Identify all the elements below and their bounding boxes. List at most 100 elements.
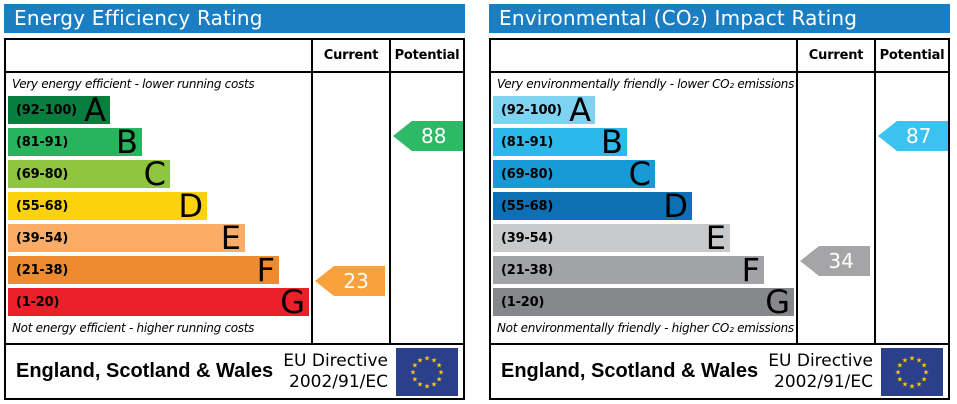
band-range: (1-20)	[501, 294, 545, 310]
svg-text:★: ★	[923, 368, 929, 376]
band-range: (92-100)	[501, 102, 562, 118]
eu-directive-line2: 2002/91/EC	[774, 371, 873, 392]
environmental-impact-panel: Environmental (CO₂) Impact Rating Very e…	[489, 4, 950, 400]
energy-band-d: (55-68) D	[8, 192, 207, 220]
energy-rating-table: Very energy efficient - lower running co…	[4, 38, 465, 345]
svg-text:★: ★	[897, 361, 903, 369]
co2-panel-title: Environmental (CO₂) Impact Rating	[489, 4, 950, 33]
eu-flag-icon: ★ ★ ★★ ★★ ★★ ★★ ★★	[396, 347, 458, 396]
eu-directive-label: EU Directive 2002/91/EC	[283, 351, 388, 392]
band-letter: G	[280, 288, 305, 316]
energy-band-c: (69-80) C	[8, 160, 170, 188]
energy-band-g: (1-20) G	[8, 288, 309, 316]
svg-text:★: ★	[412, 375, 418, 383]
svg-text:★: ★	[417, 380, 423, 388]
band-letter: F	[741, 256, 760, 284]
region-label: England, Scotland & Wales	[501, 360, 759, 382]
energy-current-arrow: 23	[315, 266, 385, 296]
energy-band-e: (39-54) E	[8, 224, 245, 252]
band-letter: F	[256, 256, 275, 284]
band-letter: C	[143, 160, 166, 188]
band-range: (81-91)	[501, 134, 554, 150]
co2-current-value: 34	[828, 249, 854, 273]
energy-band-f: (21-38) F	[8, 256, 279, 284]
band-letter: C	[628, 160, 651, 188]
band-range: (69-80)	[501, 166, 554, 182]
eu-flag-icon: ★ ★ ★★ ★★ ★★ ★★ ★★	[881, 347, 943, 396]
co2-current-arrow: 34	[800, 246, 871, 276]
co2-band-e: (39-54) E	[493, 224, 730, 252]
region-label: England, Scotland & Wales	[16, 360, 274, 382]
energy-bands-body: Very energy efficient - lower running co…	[6, 73, 311, 343]
co2-potential-arrow: 87	[878, 121, 948, 151]
band-letter: G	[765, 288, 790, 316]
energy-potential-column: Potential 88	[389, 40, 463, 343]
band-letter: B	[116, 128, 138, 156]
band-range: (39-54)	[16, 230, 69, 246]
co2-current-column: Current 34	[796, 40, 875, 343]
eu-directive-line1: EU Directive	[768, 351, 873, 372]
energy-top-note: Very energy efficient - lower running co…	[12, 77, 255, 91]
band-range: (55-68)	[16, 198, 69, 214]
energy-band-list: (92-100) A (81-91) B (69-80) C (55-68)	[8, 96, 309, 316]
energy-potential-arrow: 88	[393, 121, 463, 151]
svg-text:★: ★	[921, 361, 927, 369]
band-letter: D	[663, 192, 688, 220]
current-column-header: Current	[798, 40, 875, 73]
svg-text:★: ★	[410, 368, 416, 376]
energy-panel-title: Energy Efficiency Rating	[4, 4, 465, 33]
energy-header-spacer	[6, 40, 311, 73]
band-range: (1-20)	[16, 294, 60, 310]
energy-current-value: 23	[343, 269, 369, 293]
band-letter: D	[178, 192, 203, 220]
band-range: (21-38)	[501, 262, 554, 278]
svg-text:★: ★	[438, 368, 444, 376]
co2-band-d: (55-68) D	[493, 192, 692, 220]
svg-text:★: ★	[412, 361, 418, 369]
eu-directive-line1: EU Directive	[283, 351, 388, 372]
co2-top-note: Very environmentally friendly - lower CO…	[497, 77, 795, 91]
co2-band-g: (1-20) G	[493, 288, 794, 316]
eu-directive-line2: 2002/91/EC	[289, 371, 388, 392]
current-column-header: Current	[313, 40, 389, 73]
energy-potential-value: 88	[421, 124, 447, 148]
co2-bands-column: Very environmentally friendly - lower CO…	[491, 40, 797, 343]
energy-potential-body: 88	[391, 73, 463, 343]
svg-text:★: ★	[431, 356, 437, 364]
svg-text:★: ★	[431, 380, 437, 388]
band-letter: E	[705, 224, 726, 252]
svg-text:★: ★	[909, 354, 915, 362]
svg-text:★: ★	[916, 380, 922, 388]
band-range: (55-68)	[501, 198, 554, 214]
co2-band-b: (81-91) B	[493, 128, 627, 156]
potential-column-header: Potential	[876, 40, 948, 73]
svg-text:★: ★	[902, 380, 908, 388]
co2-potential-body: 87	[876, 73, 948, 343]
svg-text:★: ★	[436, 361, 442, 369]
svg-text:★: ★	[436, 375, 442, 383]
svg-text:★: ★	[897, 375, 903, 383]
band-range: (92-100)	[16, 102, 77, 118]
band-range: (21-38)	[16, 262, 69, 278]
energy-current-body: 23	[313, 73, 389, 343]
energy-band-b: (81-91) B	[8, 128, 142, 156]
svg-text:★: ★	[424, 382, 430, 390]
band-letter: A	[84, 96, 106, 124]
co2-panel-footer: England, Scotland & Wales EU Directive 2…	[489, 343, 950, 400]
energy-bands-column: Very energy efficient - lower running co…	[6, 40, 311, 343]
svg-text:★: ★	[916, 356, 922, 364]
eu-directive-label: EU Directive 2002/91/EC	[768, 351, 873, 392]
co2-band-c: (69-80) C	[493, 160, 655, 188]
svg-text:★: ★	[424, 354, 430, 362]
potential-column-header: Potential	[391, 40, 463, 73]
svg-text:★: ★	[895, 368, 901, 376]
svg-text:★: ★	[909, 382, 915, 390]
co2-potential-column: Potential 87	[874, 40, 948, 343]
co2-rating-table: Very environmentally friendly - lower CO…	[489, 38, 950, 345]
band-letter: B	[601, 128, 623, 156]
co2-bands-body: Very environmentally friendly - lower CO…	[491, 73, 796, 343]
co2-header-spacer	[491, 40, 797, 73]
co2-band-a: (92-100) A	[493, 96, 595, 124]
energy-bottom-note: Not energy efficient - higher running co…	[12, 321, 255, 335]
energy-current-column: Current 23	[311, 40, 389, 343]
